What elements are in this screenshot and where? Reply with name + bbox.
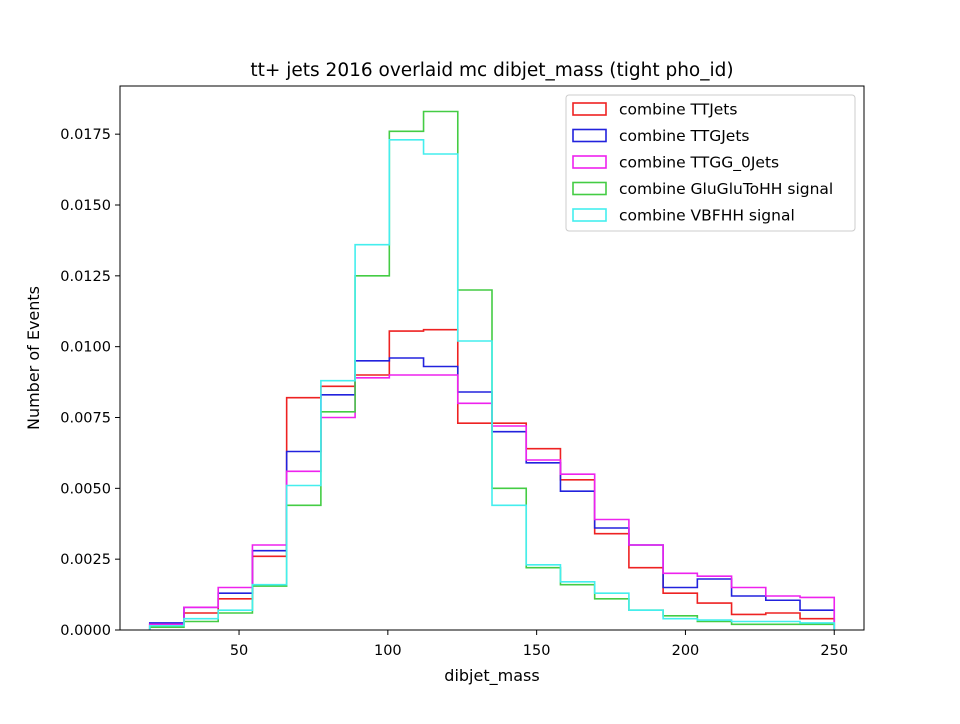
x-tick-label: 250 (820, 643, 848, 659)
histogram-layer (148, 110, 836, 630)
y-tick-label: 0.0075 (60, 411, 111, 427)
legend-swatch-0 (572, 102, 607, 116)
legend-swatch-2 (572, 155, 607, 169)
legend-swatch-1 (572, 128, 607, 143)
legend: combine TTJets combine TTGJets combine TTG… (565, 94, 856, 232)
x-tick-label: 100 (374, 643, 402, 659)
plot-frame (119, 85, 865, 631)
y-tick-label: 0.0150 (60, 198, 111, 214)
legend-label-1: combine TTGJets (619, 127, 749, 145)
x-tick-label: 50 (230, 643, 248, 659)
legend-swatch-4 (572, 208, 607, 222)
y-axis: 0.0000 0.0025 0.0050 0.0075 0.0100 0.0125 0.01… (60, 127, 120, 639)
y-axis-label: Number of Events (24, 286, 43, 430)
y-tick-label: 0.0175 (60, 127, 111, 143)
legend-swatch-3 (572, 181, 607, 196)
y-tick-label: 0.0050 (60, 481, 111, 497)
y-tick-label: 0.0000 (60, 623, 111, 639)
x-axis-label: dibjet_mass (444, 666, 539, 686)
series-line-4 (148, 139, 836, 630)
legend-label-4: combine VBFHH signal (619, 207, 795, 225)
y-tick-label: 0.0125 (60, 269, 111, 285)
y-tick-label: 0.0100 (60, 340, 111, 356)
legend-label-2: combine TTGG_0Jets (619, 154, 779, 173)
legend-label-0: combine TTJets (619, 101, 737, 119)
legend-label-3: combine GluGluToHH signal (619, 180, 833, 198)
x-tick-label: 200 (672, 643, 700, 659)
legend-box (565, 94, 856, 232)
x-tick-label: 150 (523, 643, 551, 659)
x-axis: 50 100 150 200 250 (230, 630, 848, 659)
chart-title: tt+ jets 2016 overlaid mc dibjet_mass (t… (250, 60, 733, 81)
y-tick-label: 0.0025 (60, 552, 111, 568)
